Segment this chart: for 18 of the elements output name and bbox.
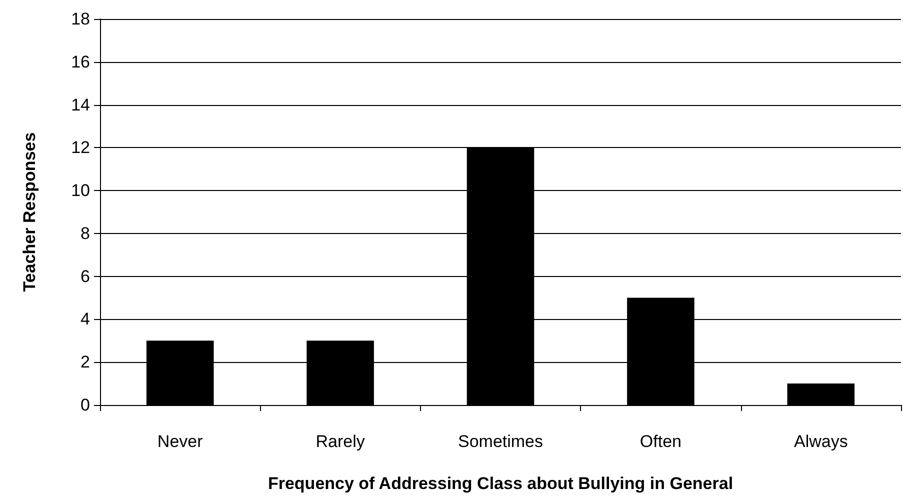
y-tick-label: 0 xyxy=(80,396,90,414)
y-tick-label: 18 xyxy=(71,10,90,28)
y-tick-label: 4 xyxy=(80,310,90,329)
y-tick-label: 12 xyxy=(71,138,90,158)
y-tick-label: 10 xyxy=(71,181,90,200)
x-tick-label: Never xyxy=(157,432,204,451)
y-tick-label: 16 xyxy=(71,52,90,72)
y-tick-label: 2 xyxy=(80,352,90,372)
y-tick-label: 6 xyxy=(80,266,90,286)
x-axis-title: Frequency of Addressing Class about Bullying in General xyxy=(268,474,734,493)
x-tick-label: Sometimes xyxy=(458,432,544,451)
x-tick-label: Rarely xyxy=(316,432,366,451)
x-tick-label: Always xyxy=(794,432,848,451)
y-axis-title: Teacher Responses xyxy=(20,132,39,292)
bar xyxy=(787,384,855,405)
x-tick-label: Often xyxy=(640,432,682,451)
y-tick-label: 8 xyxy=(80,224,90,243)
y-tick-label: 14 xyxy=(71,95,90,114)
